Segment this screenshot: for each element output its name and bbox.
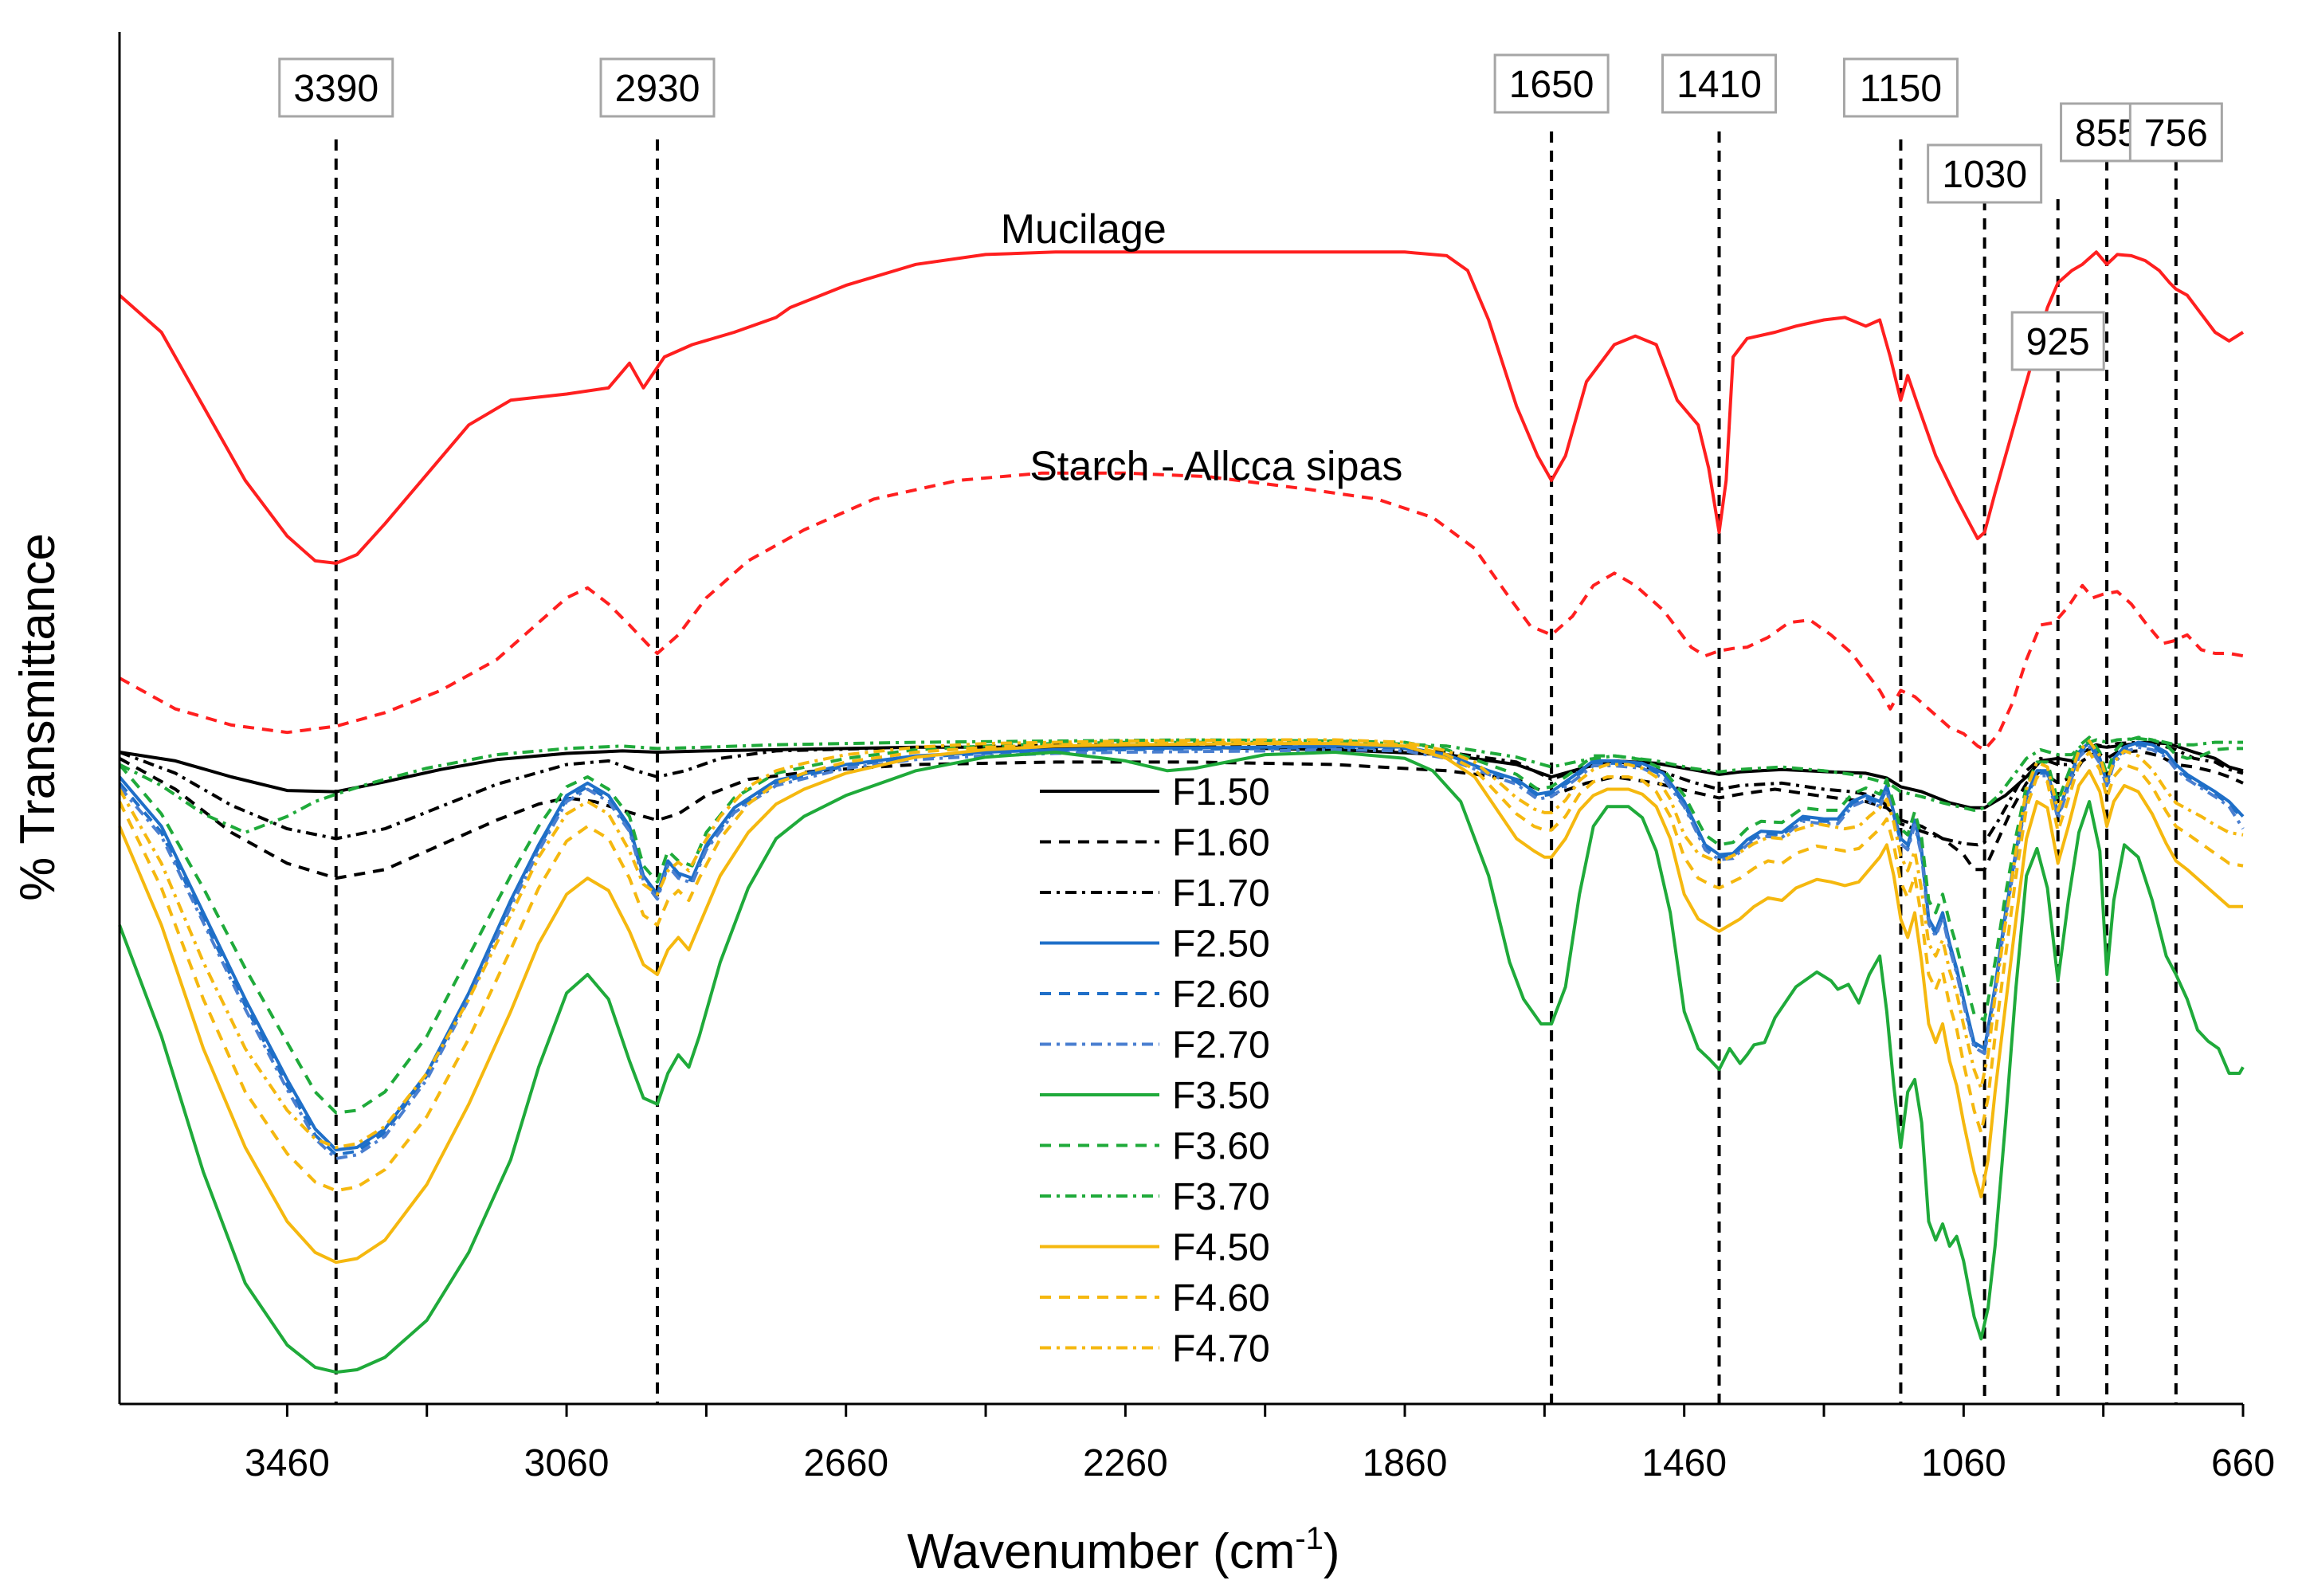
peak-label-3390: 3390 bbox=[278, 57, 394, 118]
x-ticks: 3460 3060 2660 2260 1860 1460 1060 660 bbox=[245, 1404, 2275, 1484]
x-tick-label-3060: 3060 bbox=[524, 1442, 610, 1484]
x-axis-title-text: Wavenumber (cm bbox=[907, 1524, 1295, 1579]
series-layer bbox=[118, 250, 2245, 1374]
x-tick-label-660: 660 bbox=[2211, 1442, 2275, 1484]
legend-label: F4.60 bbox=[1172, 1277, 1270, 1320]
legend-label: F3.50 bbox=[1172, 1075, 1270, 1117]
peak-label-box bbox=[599, 57, 716, 118]
legend-label: F1.60 bbox=[1172, 822, 1270, 865]
legend-label: F1.70 bbox=[1172, 873, 1270, 915]
series-line-f3-60 bbox=[118, 735, 2243, 1115]
peak-label-text: 1150 bbox=[1860, 68, 1942, 110]
peak-label-text: 2930 bbox=[615, 68, 700, 110]
legend-label: F4.70 bbox=[1172, 1328, 1270, 1371]
legend-label: F3.60 bbox=[1172, 1126, 1270, 1168]
legend-item-f3-70: F3.70 bbox=[1040, 1176, 1270, 1218]
legend-item-f1-60: F1.60 bbox=[1040, 822, 1270, 865]
series-line-f1-60 bbox=[119, 749, 2244, 880]
peak-label-box bbox=[278, 57, 394, 118]
annotation-starch-allcca-sipas: Starch - Allcca sipas bbox=[1029, 443, 1402, 489]
peak-label-text: 1410 bbox=[1676, 64, 1762, 106]
x-tick-label-3460: 3460 bbox=[245, 1442, 330, 1484]
peak-label-text: 1030 bbox=[1942, 154, 2027, 196]
x-axis-title-close: ) bbox=[1324, 1524, 1340, 1579]
peak-label-1650: 1650 bbox=[1493, 53, 1610, 114]
legend: F1.50 F1.60 F1.70 F2.50 F2.60 F2.70 F3.50 F3.60… bbox=[1040, 771, 1270, 1371]
legend-item-f4-50: F4.50 bbox=[1040, 1227, 1270, 1269]
peak-label-box bbox=[2010, 311, 2105, 371]
legend-label: F2.60 bbox=[1172, 974, 1270, 1016]
peak-label-box bbox=[1927, 143, 2043, 204]
x-tick-label-1460: 1460 bbox=[1641, 1442, 1727, 1484]
legend-item-f1-50: F1.50 bbox=[1040, 771, 1270, 814]
peak-label-box bbox=[1493, 53, 1610, 114]
x-axis-title: Wavenumber (cm-1) bbox=[907, 1521, 1339, 1579]
legend-label: F2.50 bbox=[1172, 923, 1270, 966]
series-line-starch-allcca-sipas bbox=[119, 471, 2244, 751]
legend-item-f3-60: F3.60 bbox=[1040, 1126, 1270, 1168]
series-line-f4-60 bbox=[118, 740, 2244, 1193]
x-tick-label-1060: 1060 bbox=[1921, 1442, 2006, 1484]
peak-label-925: 925 bbox=[2010, 311, 2105, 371]
legend-label: F4.50 bbox=[1172, 1227, 1270, 1269]
legend-label: F3.70 bbox=[1172, 1176, 1270, 1218]
legend-item-f4-70: F4.70 bbox=[1040, 1328, 1270, 1371]
legend-label: F2.70 bbox=[1172, 1025, 1270, 1067]
peak-label-1410: 1410 bbox=[1661, 53, 1778, 114]
series-line-f3-50 bbox=[118, 751, 2245, 1374]
series-line-f4-70 bbox=[118, 738, 2244, 1149]
peak-label-1030: 1030 bbox=[1927, 143, 2043, 204]
legend-item-f2-60: F2.60 bbox=[1040, 974, 1270, 1016]
peak-lines bbox=[334, 131, 2178, 1404]
x-axis-title-superscript: -1 bbox=[1295, 1521, 1324, 1556]
legend-label: F1.50 bbox=[1172, 771, 1270, 814]
peak-label-text: 855 bbox=[2075, 112, 2139, 155]
legend-item-f2-70: F2.70 bbox=[1040, 1025, 1270, 1067]
peak-label-box bbox=[1661, 53, 1778, 114]
axes bbox=[118, 32, 2243, 1406]
peak-label-text: 3390 bbox=[293, 68, 378, 110]
peak-label-1150: 1150 bbox=[1842, 57, 1959, 118]
peak-label-text: 925 bbox=[2026, 321, 2090, 363]
peak-label-2930: 2930 bbox=[599, 57, 716, 118]
peak-label-text: 1650 bbox=[1509, 64, 1594, 106]
legend-item-f3-50: F3.50 bbox=[1040, 1075, 1270, 1117]
peak-label-box bbox=[1842, 57, 1959, 118]
series-line-f1-50 bbox=[119, 740, 2244, 810]
peak-labels: 3390 2930 1650 1410 1150 1030 925 855 756 bbox=[278, 53, 2223, 371]
annotation-mucilage: Mucilage bbox=[1001, 206, 1167, 253]
x-tick-label-2660: 2660 bbox=[803, 1442, 888, 1484]
legend-item-f1-70: F1.70 bbox=[1040, 873, 1270, 915]
series-line-f4-50 bbox=[118, 742, 2243, 1265]
x-tick-label-1860: 1860 bbox=[1363, 1442, 1448, 1484]
x-tick-label-2260: 2260 bbox=[1083, 1442, 1168, 1484]
peak-label-text: 756 bbox=[2144, 112, 2208, 155]
peak-label-756: 756 bbox=[2128, 102, 2223, 163]
legend-item-f4-60: F4.60 bbox=[1040, 1277, 1270, 1320]
series-line-f3-70 bbox=[119, 736, 2243, 834]
curve-labels: Mucilage Starch - Allcca sipas bbox=[1001, 206, 1403, 490]
peak-label-box bbox=[2128, 102, 2223, 163]
series-line-mucilage bbox=[118, 250, 2245, 565]
legend-item-f2-50: F2.50 bbox=[1040, 923, 1270, 966]
series-line-f2-70 bbox=[118, 745, 2245, 1160]
y-axis-title: % Transmittance bbox=[10, 533, 65, 901]
